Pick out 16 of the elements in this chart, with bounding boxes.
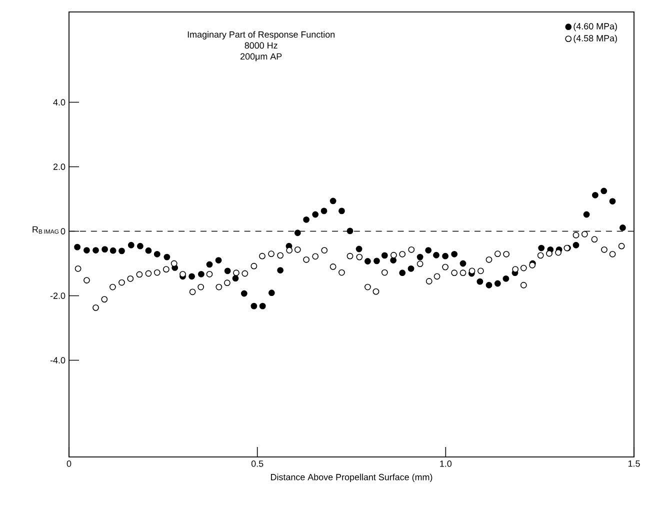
x-axis-title: Distance Above Propellant Surface (mm) [271,474,432,482]
y-axis-title: $\mathrm{R}_{\mathrm{B\,IMAG}}$ [32,226,59,234]
y-tick-label: 4.0 [53,99,66,106]
y-tick-label: 2.0 [53,164,66,170]
text: Imaginary Part of Response Function [188,31,335,40]
x-tick-label: 0.5 [251,460,264,467]
legend-label: (4.60 MPa) [574,22,617,32]
x-tick-label: 1.5 [628,460,640,467]
y-tick-label: 0 [60,228,66,234]
x-tick-label: 0 [66,460,72,467]
legend-label: (4.58 MPa) [574,34,617,44]
text: 8000 Hz [244,42,278,49]
y-tick-label: -2.0 [50,292,66,299]
annotation: 200μm AP [240,53,282,62]
y-tick-label: -4.0 [50,357,66,364]
x-tick-label: 1.0 [440,460,452,467]
